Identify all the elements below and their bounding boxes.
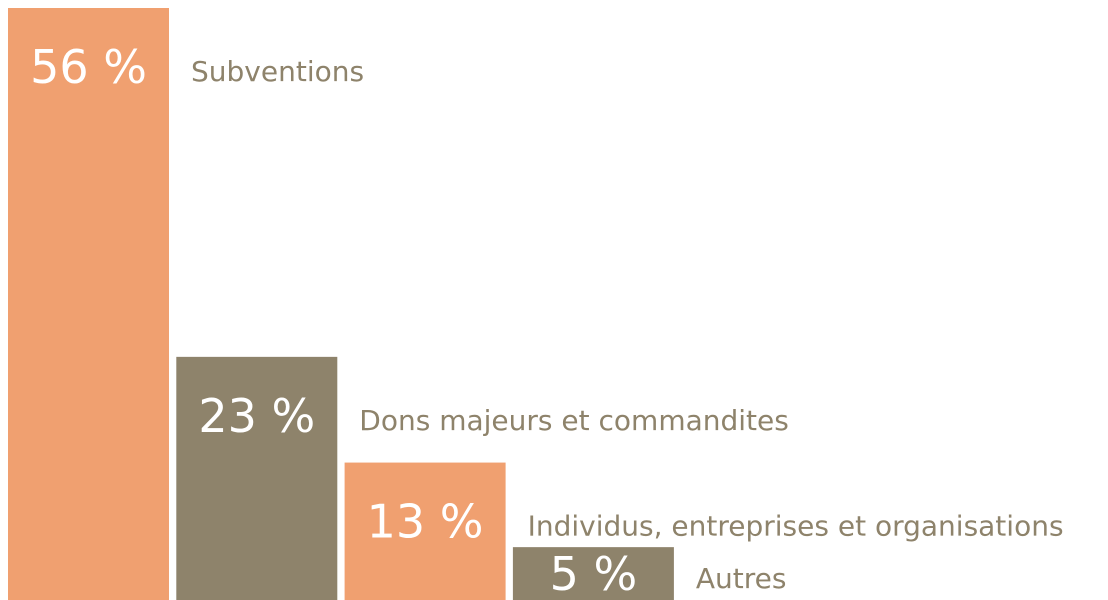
category-label: Subventions [191, 55, 364, 88]
bar [8, 8, 169, 600]
bar [176, 356, 338, 600]
bar [512, 547, 674, 600]
value-label: 13 % [367, 495, 484, 549]
category-label: Autres [696, 562, 787, 595]
category-label: Individus, entreprises et organisations [528, 510, 1064, 543]
bar [344, 462, 506, 600]
value-label: 56 % [30, 40, 147, 94]
category-label: Dons majeurs et commandites [359, 404, 789, 437]
value-label: 5 % [550, 547, 638, 600]
value-label: 23 % [198, 389, 315, 443]
